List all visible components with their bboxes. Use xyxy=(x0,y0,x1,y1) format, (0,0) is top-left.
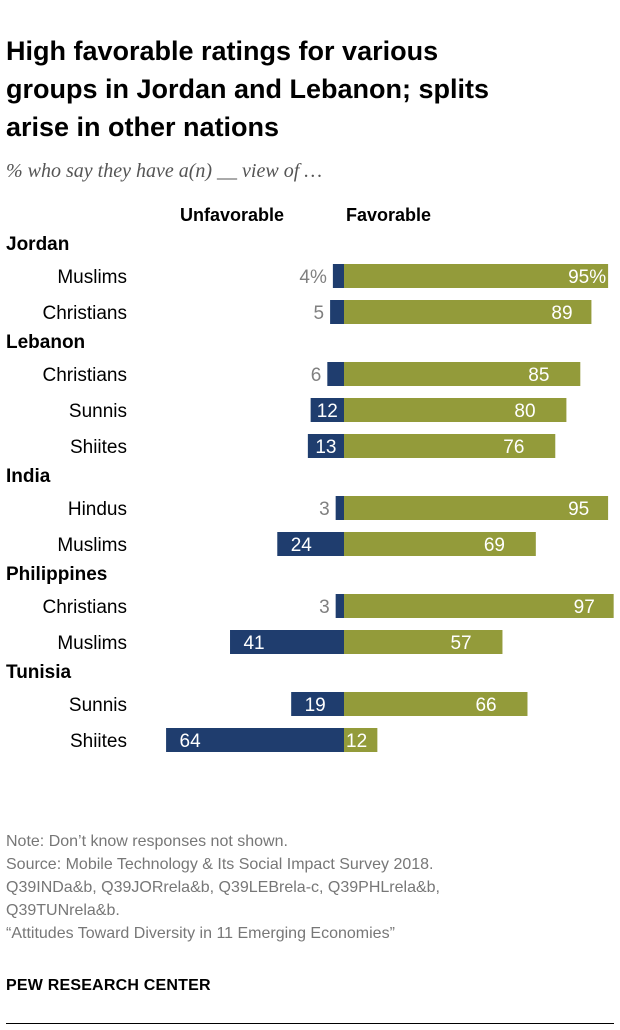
bar-favorable-lebanon-sunnis xyxy=(344,398,567,422)
bar-favorable-philippines-muslims xyxy=(344,630,503,654)
label-favorable-jordan-muslims: 95% xyxy=(568,267,606,288)
title-line-1: High favorable ratings for various xyxy=(6,36,439,66)
row-label-tunisia-sunnis: Sunnis xyxy=(69,695,127,716)
bar-unfavorable-philippines-muslims xyxy=(230,630,344,654)
label-favorable-philippines-muslims: 57 xyxy=(450,633,471,654)
label-unfavorable-lebanon-sunnis: 12 xyxy=(317,401,338,422)
bar-unfavorable-jordan-christians xyxy=(330,300,344,324)
row-label-india-muslims: Muslims xyxy=(57,535,127,556)
bar-favorable-tunisia-sunnis xyxy=(344,692,528,716)
note-line-4: Q39TUNrela&b. xyxy=(6,902,120,919)
bar-favorable-lebanon-christians xyxy=(344,362,581,386)
label-unfavorable-jordan-christians: 5 xyxy=(314,303,325,324)
label-favorable-tunisia-shiites: 12 xyxy=(346,731,367,752)
label-favorable-india-hindus: 95 xyxy=(568,499,589,520)
bar-unfavorable-philippines-christians xyxy=(335,594,344,618)
label-unfavorable-jordan-muslims: 4% xyxy=(299,267,327,288)
note-line-2: Source: Mobile Technology & Its Social I… xyxy=(6,856,434,873)
row-label-india-hindus: Hindus xyxy=(68,499,127,520)
row-label-jordan-muslims: Muslims xyxy=(57,267,127,288)
bar-unfavorable-tunisia-shiites xyxy=(166,728,344,752)
label-favorable-jordan-christians: 89 xyxy=(551,303,572,324)
bar-unfavorable-lebanon-shiites xyxy=(307,434,344,458)
bar-unfavorable-lebanon-christians xyxy=(327,362,344,386)
label-favorable-lebanon-shiites: 76 xyxy=(503,437,524,458)
row-label-lebanon-shiites: Shiites xyxy=(70,437,127,458)
favorable-column-header: Favorable xyxy=(346,205,432,225)
bar-unfavorable-lebanon-sunnis xyxy=(310,398,344,422)
title-line-2: groups in Jordan and Lebanon; splits xyxy=(6,74,490,104)
note-line-3: Q39INDa&b, Q39JORrela&b, Q39LEBrela-c, Q… xyxy=(6,879,440,896)
label-favorable-tunisia-sunnis: 66 xyxy=(475,695,496,716)
notes-block: Note: Don’t know responses not shown. So… xyxy=(6,830,440,945)
row-label-tunisia-shiites: Shiites xyxy=(70,731,127,752)
brand-logo-text: PEW RESEARCH CENTER xyxy=(6,977,211,994)
row-label-philippines-muslims: Muslims xyxy=(57,633,127,654)
label-unfavorable-philippines-muslims: 41 xyxy=(243,633,264,654)
chart-subtitle: % who say they have a(n) __ view of … xyxy=(6,160,323,182)
row-label-lebanon-christians: Christians xyxy=(43,365,127,386)
bar-unfavorable-tunisia-sunnis xyxy=(291,692,344,716)
group-label-india: India xyxy=(6,466,51,487)
label-favorable-lebanon-sunnis: 80 xyxy=(514,401,535,422)
note-line-1: Note: Don’t know responses not shown. xyxy=(6,833,288,850)
bar-favorable-india-muslims xyxy=(344,532,536,556)
label-unfavorable-tunisia-sunnis: 19 xyxy=(305,695,326,716)
bar-favorable-lebanon-shiites xyxy=(344,434,556,458)
note-line-5: “Attitudes Toward Diversity in 11 Emergi… xyxy=(6,925,395,942)
row-label-lebanon-sunnis: Sunnis xyxy=(69,401,127,422)
label-favorable-philippines-christians: 97 xyxy=(574,597,595,618)
label-unfavorable-tunisia-shiites: 64 xyxy=(180,731,202,752)
title-line-3: arise in other nations xyxy=(6,112,280,142)
label-unfavorable-india-muslims: 24 xyxy=(291,535,313,556)
label-unfavorable-philippines-christians: 3 xyxy=(319,597,330,618)
row-label-jordan-christians: Christians xyxy=(43,303,127,324)
label-favorable-lebanon-christians: 85 xyxy=(528,365,549,386)
group-label-tunisia: Tunisia xyxy=(6,662,72,683)
bar-unfavorable-jordan-muslims xyxy=(332,264,344,288)
label-favorable-india-muslims: 69 xyxy=(484,535,505,556)
group-label-lebanon: Lebanon xyxy=(6,332,85,353)
label-unfavorable-india-hindus: 3 xyxy=(319,499,330,520)
bar-unfavorable-india-muslims xyxy=(277,532,344,556)
label-unfavorable-lebanon-christians: 6 xyxy=(311,365,322,386)
bar-favorable-philippines-christians xyxy=(344,594,614,618)
group-label-philippines: Philippines xyxy=(6,564,107,585)
bar-favorable-india-hindus xyxy=(344,496,609,520)
bar-favorable-tunisia-shiites xyxy=(344,728,378,752)
bottom-rule xyxy=(6,1023,614,1024)
diverging-bar-chart: Jordan Muslims 4% 95% Christians 5 89 Lebanon Ch… xyxy=(6,234,614,752)
chart-title: High favorable ratings for various group… xyxy=(6,32,606,146)
unfavorable-column-header: Unfavorable xyxy=(180,205,285,225)
bar-unfavorable-india-hindus xyxy=(335,496,344,520)
group-label-jordan: Jordan xyxy=(6,234,69,255)
label-unfavorable-lebanon-shiites: 13 xyxy=(315,437,336,458)
bar-favorable-jordan-christians xyxy=(344,300,592,324)
bar-favorable-jordan-muslims xyxy=(344,264,609,288)
row-label-philippines-christians: Christians xyxy=(43,597,127,618)
